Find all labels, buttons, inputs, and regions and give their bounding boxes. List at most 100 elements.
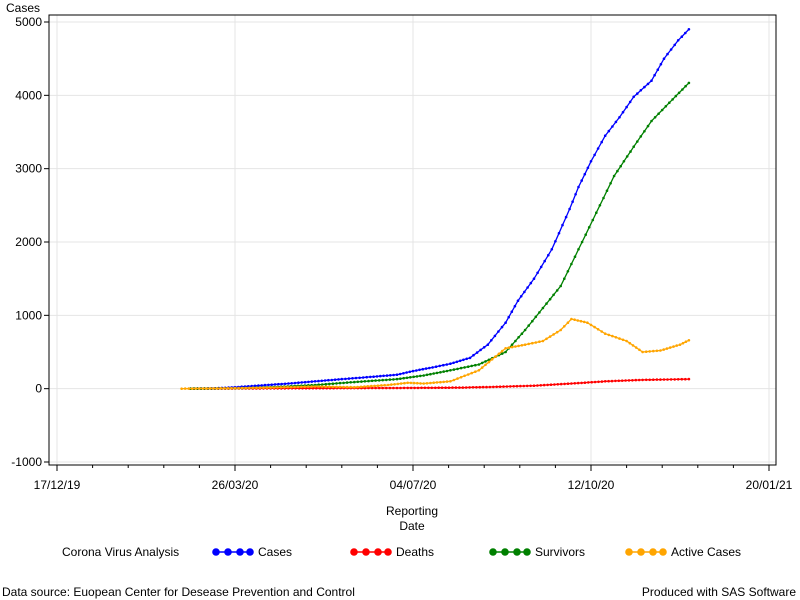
data-point xyxy=(411,369,415,373)
data-point xyxy=(625,155,629,158)
data-point xyxy=(507,315,511,319)
data-point xyxy=(198,387,201,390)
data-point xyxy=(580,240,584,244)
data-point xyxy=(687,377,691,381)
data-point xyxy=(500,352,504,355)
data-point xyxy=(353,380,356,384)
data-point xyxy=(456,367,459,371)
data-point xyxy=(607,333,611,337)
data-point xyxy=(470,371,474,375)
data-point xyxy=(399,377,402,381)
data-point xyxy=(597,380,600,384)
data-point xyxy=(219,387,223,390)
data-point xyxy=(627,379,631,382)
data-point xyxy=(681,88,684,91)
data-point xyxy=(527,342,530,346)
data-point xyxy=(300,381,304,384)
data-point xyxy=(605,189,609,192)
data-point xyxy=(510,310,514,314)
data-point xyxy=(303,385,307,389)
data-point xyxy=(662,378,666,381)
data-point xyxy=(389,374,392,377)
data-point xyxy=(684,31,687,35)
data-point xyxy=(555,289,559,292)
data-point xyxy=(432,381,436,385)
data-point xyxy=(504,350,507,354)
legend-item-cases: Cases xyxy=(212,545,292,559)
data-point xyxy=(638,348,641,352)
data-point xyxy=(452,378,456,382)
data-point xyxy=(345,385,349,389)
data-point xyxy=(621,338,625,342)
y-tick-label: 4000 xyxy=(15,88,42,102)
data-point xyxy=(665,347,669,350)
data-point xyxy=(279,386,283,389)
data-point xyxy=(442,370,446,373)
data-point xyxy=(445,369,449,373)
legend-swatch-marker xyxy=(212,548,220,556)
data-point xyxy=(598,204,602,207)
data-point xyxy=(536,384,539,387)
data-point xyxy=(617,379,621,383)
data-point xyxy=(500,349,504,353)
data-point xyxy=(286,385,290,389)
data-point xyxy=(385,378,388,382)
legend-swatch-marker xyxy=(350,548,358,556)
data-point xyxy=(687,339,691,342)
data-point xyxy=(283,385,286,389)
data-point xyxy=(369,375,372,379)
data-point xyxy=(233,386,237,390)
data-point xyxy=(390,383,393,386)
data-point xyxy=(652,378,655,382)
data-point xyxy=(459,366,463,370)
data-point xyxy=(547,253,550,257)
data-point xyxy=(419,374,422,378)
data-point xyxy=(550,248,554,251)
data-point xyxy=(666,378,669,381)
data-point xyxy=(374,379,377,382)
data-point xyxy=(445,363,449,366)
data-point xyxy=(589,160,593,163)
data-point xyxy=(563,325,566,328)
data-point xyxy=(574,193,577,196)
data-point xyxy=(563,382,566,386)
legend-swatch-marker xyxy=(501,548,509,556)
data-point xyxy=(624,379,627,382)
footnote-produced-with: Produced with SAS Software xyxy=(642,585,796,599)
data-point xyxy=(416,386,420,390)
data-point xyxy=(488,385,492,389)
data-point xyxy=(461,386,465,389)
data-point xyxy=(263,383,267,387)
data-point xyxy=(320,383,324,386)
data-point xyxy=(641,350,644,354)
data-point xyxy=(215,387,219,390)
legend-item-deaths: Deaths xyxy=(350,545,434,559)
series-lines xyxy=(180,28,691,391)
data-point xyxy=(656,68,660,71)
data-point xyxy=(442,363,445,367)
data-point xyxy=(520,332,524,336)
data-point xyxy=(456,377,459,380)
data-point xyxy=(409,381,413,385)
data-point xyxy=(536,271,539,275)
data-point xyxy=(475,386,478,389)
data-point xyxy=(349,385,353,389)
data-point xyxy=(406,386,410,390)
data-point xyxy=(277,382,280,386)
data-point xyxy=(618,337,621,340)
data-point xyxy=(573,255,577,258)
data-point xyxy=(534,315,538,319)
data-point xyxy=(201,387,205,390)
data-point xyxy=(548,297,552,301)
data-point xyxy=(449,369,452,372)
data-point xyxy=(593,380,597,384)
data-point xyxy=(317,383,321,387)
series-line-cases xyxy=(190,28,690,390)
data-point xyxy=(331,385,335,389)
y-tick-label: -1000 xyxy=(11,455,42,469)
data-point xyxy=(317,385,321,388)
data-point xyxy=(330,378,334,382)
data-point xyxy=(440,386,444,390)
data-point xyxy=(653,73,656,77)
data-point xyxy=(415,375,419,378)
